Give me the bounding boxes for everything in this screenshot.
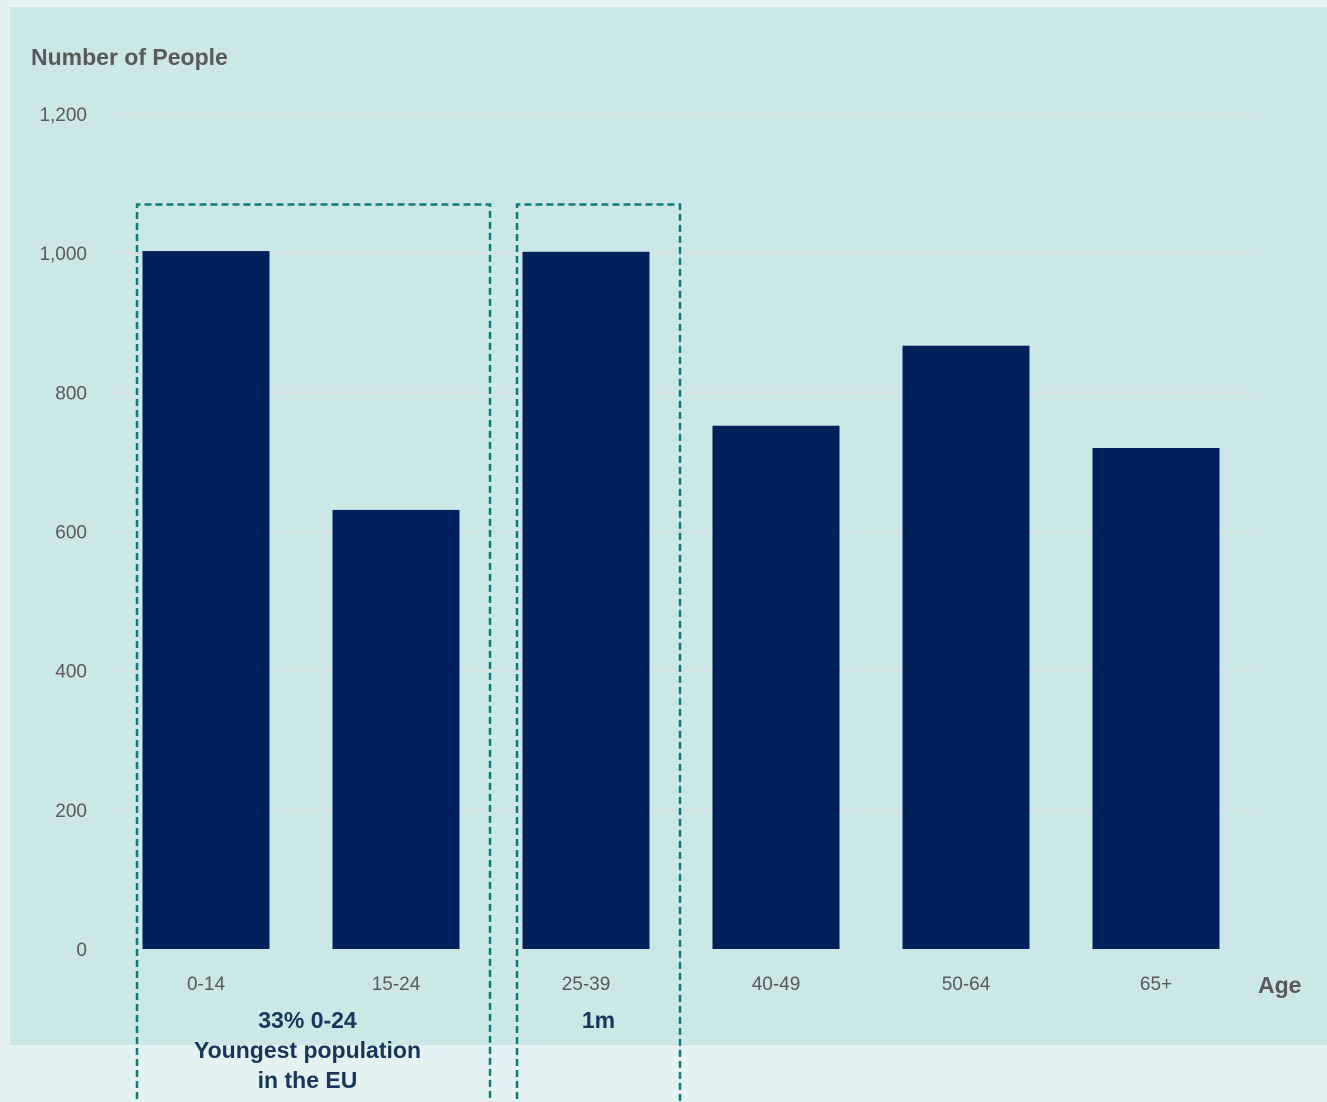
bar-65+ (1092, 448, 1220, 949)
x-tick-label: 15-24 (372, 974, 421, 995)
x-tick-label: 25-39 (562, 974, 611, 995)
annotation-box-mid (515, 203, 682, 1102)
annotation-box-young (135, 203, 492, 1102)
bar-40-49 (712, 425, 840, 949)
annotation-text-mid: 1m (582, 1007, 615, 1033)
y-tick-label: 200 (55, 801, 87, 822)
x-tick-label: 40-49 (752, 974, 801, 995)
y-tick-label: 600 (55, 523, 87, 544)
y-axis-ticks: 0 200 400 600 800 1,000 1,200 (39, 105, 87, 961)
y-axis-title: Number of People (31, 44, 228, 70)
bar-25-39 (522, 251, 650, 949)
bars (142, 251, 1220, 949)
x-axis-ticks: 0-14 15-24 25-39 40-49 50-64 65+ (187, 974, 1172, 995)
y-tick-label: 0 (76, 940, 87, 961)
gridlines (113, 113, 1251, 811)
x-tick-label: 50-64 (942, 974, 991, 995)
annotation-text-young: 33% 0-24 (258, 1007, 357, 1033)
annotation-text-young: in the EU (258, 1067, 358, 1093)
y-tick-label: 400 (55, 662, 87, 683)
x-axis-title: Age (1258, 972, 1301, 998)
y-tick-label: 800 (55, 383, 87, 404)
x-tick-label: 0-14 (187, 974, 225, 995)
y-tick-label: 1,200 (39, 105, 87, 126)
bar-15-24 (332, 509, 460, 949)
bar-0-14 (142, 251, 270, 949)
y-tick-label: 1,000 (39, 244, 87, 265)
bar-50-64 (902, 345, 1030, 949)
x-tick-label: 65+ (1140, 974, 1172, 995)
annotation-text-young: Youngest population (194, 1037, 421, 1063)
annotations: 33% 0-24 Youngest population in the EU 1m (135, 203, 682, 1102)
